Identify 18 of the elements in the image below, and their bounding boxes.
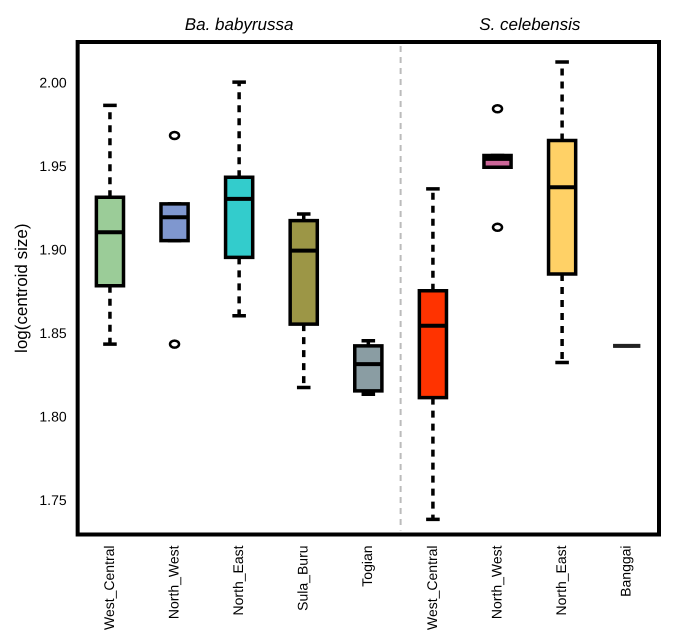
x-tick-label: Sula_Buru: [294, 545, 311, 611]
y-tick-label: 1.90: [39, 242, 67, 258]
x-tick-label: Togian: [359, 545, 376, 587]
x-tick-label: West_Central: [100, 545, 117, 630]
x-tick-label: North_East: [230, 545, 246, 616]
y-axis-title: log(centroid size): [12, 223, 31, 353]
x-tick-label: Banggai: [618, 545, 634, 597]
y-tick-label: 1.85: [39, 324, 67, 341]
x-tick-label: West_Central: [424, 545, 440, 630]
y-tick-label: 1.75: [39, 492, 67, 508]
x-tick-label: North_East: [552, 545, 569, 616]
y-tick-label: 2.00: [39, 74, 67, 91]
x-tick-label: North_West: [165, 545, 182, 620]
text: S. celebensis: [479, 15, 581, 34]
y-tick-label: 1.95: [39, 158, 67, 174]
x-tick-label: North_West: [488, 545, 504, 620]
text: Ba. babyrussa: [184, 15, 294, 34]
y-tick-label: 1.80: [39, 408, 67, 424]
